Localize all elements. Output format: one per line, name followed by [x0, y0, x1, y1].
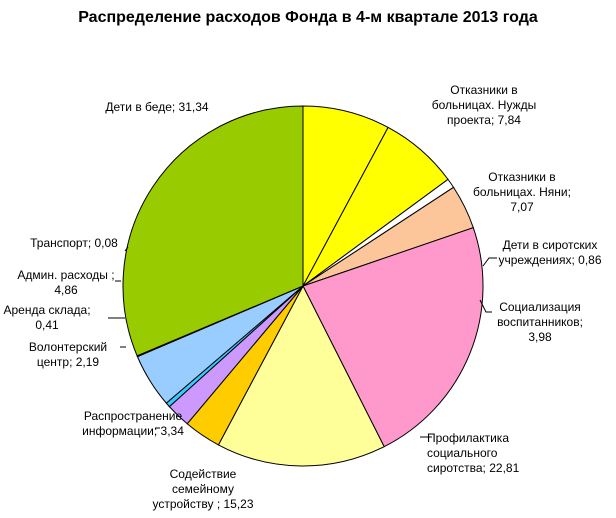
- slice-label-1: Отказники в больницах. Няни; 7,07: [473, 170, 571, 214]
- pie-slice-5: [217, 284, 385, 467]
- leader-line-2: [482, 257, 497, 267]
- slice-label-3: Социализация воспитанников; 3,98: [497, 300, 583, 344]
- slice-label-5: Содействие семейному устройству ; 15,23: [152, 467, 253, 511]
- slice-label-0: Отказники в больницах. Нужды проекта; 7,84: [432, 83, 537, 127]
- slice-label-2: Дети в сиротских учреждениях; 0,86: [498, 238, 601, 267]
- slice-label-10: Транспорт; 0,08: [30, 236, 118, 250]
- leader-line-10: [124, 246, 129, 252]
- slice-label-4: Профилактика социального сиротства; 22,81: [427, 431, 520, 475]
- slice-labels: Отказники в больницах. Нужды проекта; 7,84…: [3, 83, 601, 511]
- chart-title: Распределение расходов Фонда в 4-м кварт…: [78, 9, 538, 26]
- slice-label-7: Волонтерский центр; 2,19: [29, 340, 107, 369]
- pie-slice-4: [302, 227, 484, 448]
- pie-slices: [122, 105, 484, 467]
- pie-slice-11: [122, 105, 304, 357]
- slice-label-11: Дети в беде; 31,34: [105, 100, 208, 114]
- slice-label-6: Распространение информации; 3,34: [82, 409, 184, 438]
- label-leaders: [108, 246, 497, 438]
- slice-label-8: Аренда склада; 0,41: [3, 303, 90, 332]
- slice-label-9: Админ. расходы ; 4,86: [17, 268, 114, 297]
- leader-line-3: [479, 299, 492, 313]
